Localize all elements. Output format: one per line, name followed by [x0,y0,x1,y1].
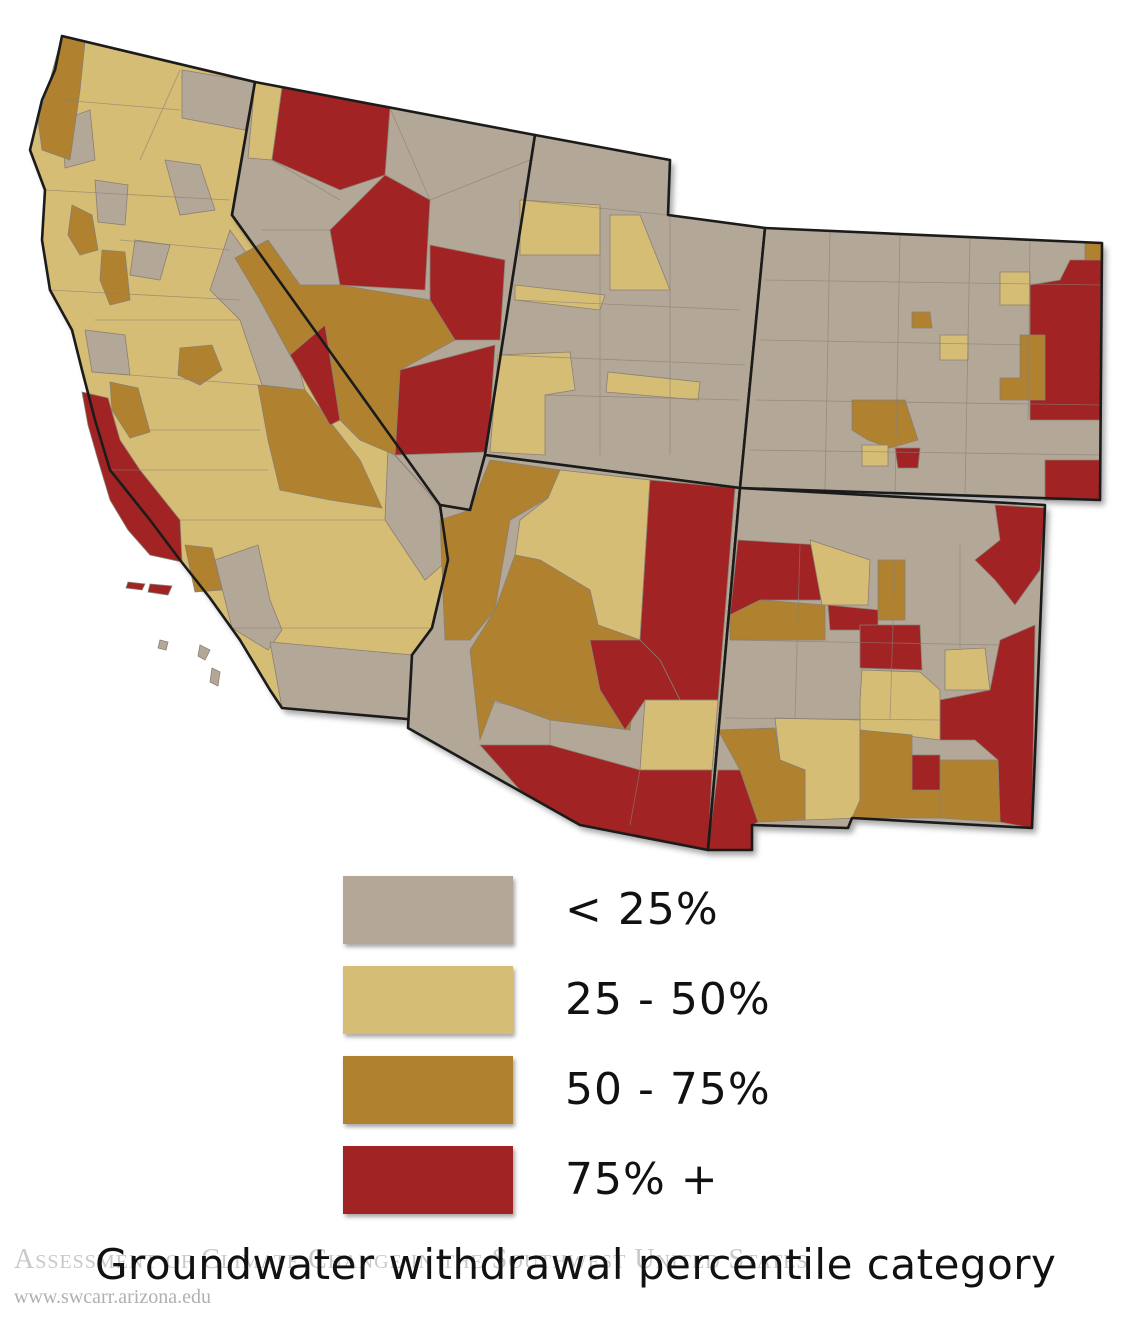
co-county-lines [749,229,1101,496]
ca-county [84,329,131,376]
nm-county-lines [724,544,1001,721]
legend-label: 75% + [565,1154,719,1205]
legend-label: 25 - 50% [565,974,771,1025]
map-title: Groundwater withdrawal percentile catego… [95,1240,1057,1289]
state-new-mexico [706,486,1047,852]
co-county [1044,459,1101,501]
nv-county [329,174,431,291]
ca-island [147,583,173,596]
nm-county [911,754,941,791]
nm-county [859,669,941,741]
legend-swatch [343,876,513,944]
legend-item-50-75: 50 - 75% [343,1056,1103,1128]
nm-county [939,759,1001,823]
ca-island [209,667,221,687]
ca-island [197,644,211,661]
ut-county [519,199,601,256]
ca-county-lines [44,69,430,629]
co-county [861,444,889,467]
legend-item-25-50: 25 - 50% [343,966,1103,1038]
legend-label: < 25% [565,884,719,935]
ca-island [157,639,169,651]
ut-county-lines [499,199,746,455]
colorado-border [738,226,1104,502]
co-county [894,447,921,469]
co-county [911,311,933,329]
nv-county-lines [262,107,531,231]
watermark-url: www.swcarr.arizona.edu [14,1286,211,1308]
az-county [469,554,641,741]
nm-county [877,559,906,621]
ca-county [99,249,131,306]
southwest-map [28,34,1104,852]
nm-county [729,539,823,616]
ca-county [94,179,129,226]
nm-county [809,539,871,606]
ca-county [257,384,383,509]
map [28,34,1104,852]
ca-county [181,69,256,131]
nm-county [859,624,923,671]
legend-swatch [343,966,513,1034]
nm-county [939,624,1036,829]
co-county [1084,242,1103,261]
co-county [851,399,919,449]
new-mexico-border [706,486,1047,852]
az-county [639,699,719,771]
legend-swatch [343,1056,513,1124]
ca-county [67,204,99,256]
co-county [999,271,1031,306]
state-california [28,34,450,722]
legend-item-75plus: 75% + [343,1146,1103,1218]
legend-item-lt25: < 25% [343,876,1103,948]
state-utah [483,133,767,490]
nm-county [944,647,991,691]
state-nevada [230,80,537,512]
ca-island [125,581,146,591]
ca-county [177,344,223,386]
ut-county [605,371,701,401]
legend-swatch [343,1146,513,1214]
ca-county [109,381,151,439]
state-colorado [738,226,1104,502]
co-county [999,334,1046,401]
legend-label: 50 - 75% [565,1064,771,1115]
nm-county [729,599,826,641]
watermark-title: Assessment of Climate Change in the Sout… [14,1244,809,1275]
az-county-lines [484,689,641,826]
co-county [939,334,969,361]
state-arizona [406,453,742,852]
